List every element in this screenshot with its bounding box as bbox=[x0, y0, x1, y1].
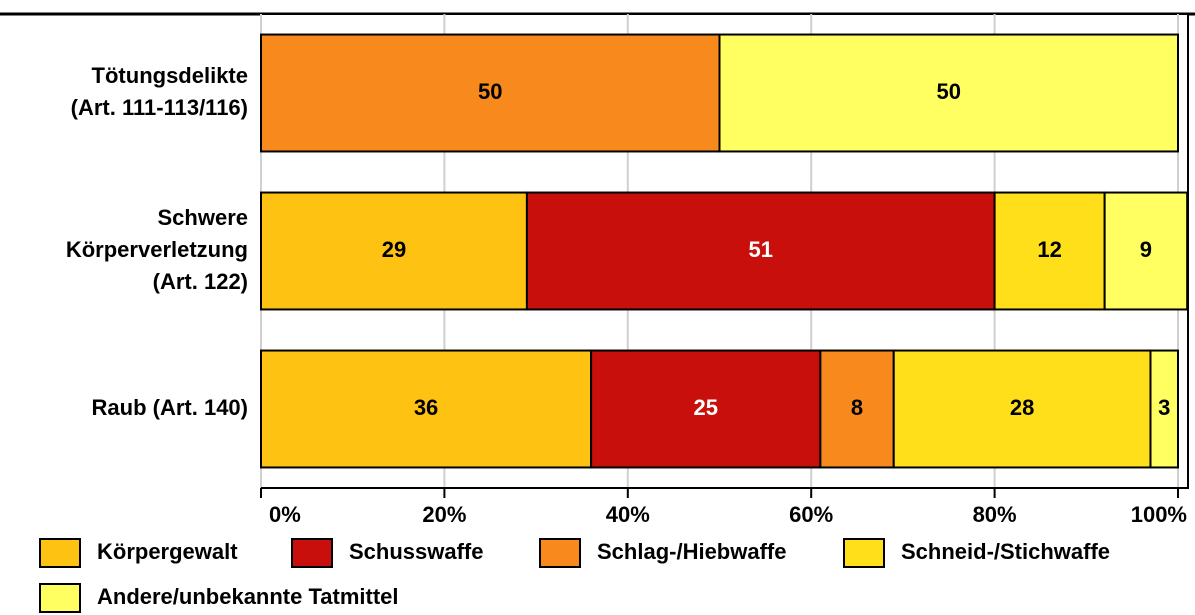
bar-segment bbox=[1149, 349, 1179, 469]
data-label: 9 bbox=[1140, 237, 1152, 262]
category-label: Körperverletzung bbox=[66, 237, 248, 262]
x-tick-label: 20% bbox=[422, 502, 466, 527]
bar-segment bbox=[1103, 191, 1189, 311]
x-tick-label: 60% bbox=[789, 502, 833, 527]
legend-label: Schneid-/Stichwaffe bbox=[901, 539, 1110, 564]
data-label: 25 bbox=[694, 395, 718, 420]
x-tick-label: 80% bbox=[973, 502, 1017, 527]
data-label: 36 bbox=[414, 395, 438, 420]
data-label: 3 bbox=[1158, 395, 1170, 420]
data-label: 50 bbox=[478, 79, 502, 104]
legend-swatch bbox=[291, 538, 333, 568]
data-label: 50 bbox=[937, 79, 961, 104]
data-label: 51 bbox=[749, 237, 773, 262]
bar-segment bbox=[590, 349, 822, 469]
x-tick-label: 40% bbox=[606, 502, 650, 527]
legend-label: Schusswaffe bbox=[349, 539, 484, 564]
data-label: 29 bbox=[382, 237, 406, 262]
legend-label: Körpergewalt bbox=[97, 539, 238, 564]
data-label: 12 bbox=[1037, 237, 1061, 262]
data-label: 8 bbox=[851, 395, 863, 420]
legend-label: Andere/unbekannte Tatmittel bbox=[97, 584, 399, 609]
legend-swatch bbox=[539, 538, 581, 568]
bar-segment bbox=[993, 191, 1106, 311]
bar-segment bbox=[819, 349, 895, 469]
category-label: Schwere bbox=[158, 205, 249, 230]
category-label: (Art. 111-113/116) bbox=[71, 95, 248, 120]
bar-segment bbox=[260, 349, 593, 469]
x-tick-label: 0% bbox=[269, 502, 301, 527]
category-label: Tötungsdelikte bbox=[92, 63, 248, 88]
data-label: 28 bbox=[1010, 395, 1034, 420]
bar-segment bbox=[892, 349, 1152, 469]
category-label: Raub (Art. 140) bbox=[92, 395, 248, 420]
legend-swatch bbox=[843, 538, 885, 568]
legend-label: Schlag-/Hiebwaffe bbox=[597, 539, 786, 564]
category-label: (Art. 122) bbox=[153, 269, 248, 294]
legend-swatch bbox=[39, 583, 81, 613]
bar-segment bbox=[718, 33, 1179, 153]
legend-swatch bbox=[39, 538, 81, 568]
bar-segment bbox=[525, 191, 996, 311]
x-tick-label: 100% bbox=[1131, 502, 1187, 527]
